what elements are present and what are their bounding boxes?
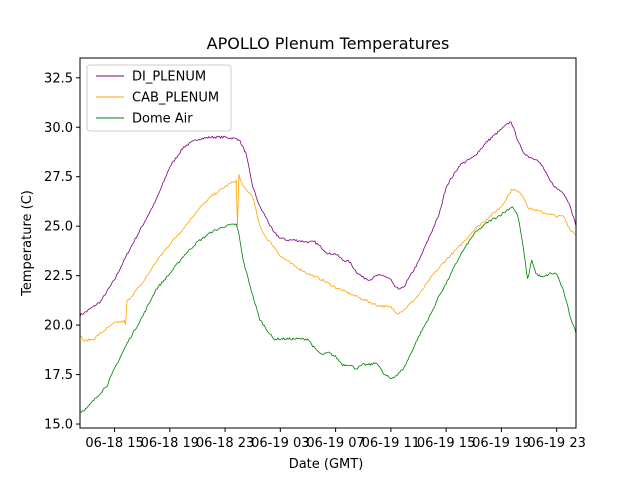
y-axis: 15.0 17.5 20.0 22.5 25.0 27.5 30.0 32.5	[44, 71, 80, 433]
y-tick-label: 15.0	[44, 418, 73, 433]
y-tick-label: 30.0	[44, 121, 73, 136]
legend: DI_PLENUM CAB_PLENUM Dome Air	[86, 64, 232, 132]
y-tick-label: 27.5	[44, 170, 73, 185]
x-tick-label: 06-18 15	[85, 436, 143, 451]
x-tick-label: 06-18 23	[196, 436, 254, 451]
legend-label: DI_PLENUM	[132, 70, 206, 85]
chart-title: APOLLO Plenum Temperatures	[207, 34, 450, 53]
y-tick-label: 17.5	[44, 368, 73, 383]
legend-label: CAB_PLENUM	[132, 91, 219, 106]
x-tick-label: 06-19 15	[417, 436, 475, 451]
x-tick-label: 06-18 19	[141, 436, 199, 451]
x-tick-label: 06-19 11	[362, 436, 420, 451]
x-axis-label: Date (GMT)	[289, 457, 364, 472]
legend-box	[86, 64, 232, 132]
series-line-di-plenum	[79, 121, 577, 317]
x-tick-label: 06-19 03	[251, 436, 309, 451]
plot-frame	[79, 57, 577, 429]
series-line-dome-air	[79, 206, 577, 413]
x-tick-label: 06-19 23	[527, 436, 585, 451]
series-layer	[79, 121, 577, 413]
y-tick-label: 22.5	[44, 269, 73, 284]
y-tick-label: 20.0	[44, 319, 73, 334]
series-line-cab-plenum	[79, 173, 577, 342]
y-axis-label: Temperature (C)	[20, 190, 35, 297]
y-tick-label: 25.0	[44, 220, 73, 235]
x-tick-label: 06-19 19	[472, 436, 530, 451]
y-tick-label: 32.5	[44, 71, 73, 86]
legend-label: Dome Air	[132, 112, 193, 127]
x-tick-label: 06-19 07	[306, 436, 364, 451]
